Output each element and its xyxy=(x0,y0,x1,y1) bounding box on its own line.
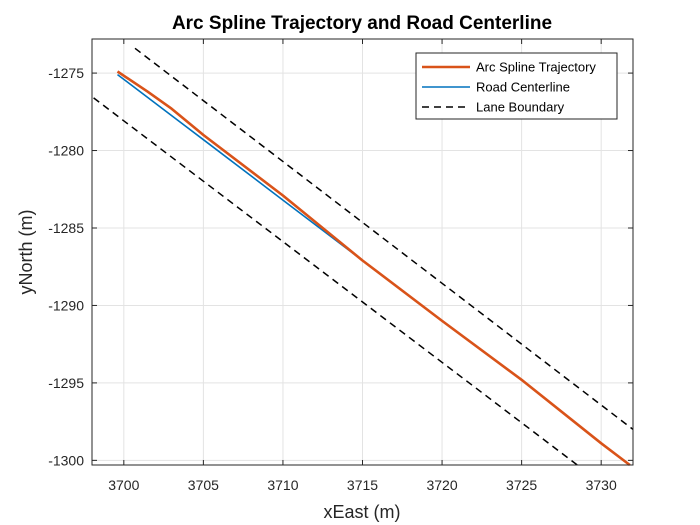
legend-box xyxy=(415,52,618,120)
y-tick-label: -1275 xyxy=(48,65,84,81)
y-tick-label: -1295 xyxy=(48,375,84,391)
legend-label-road-centerline: Road Centerline xyxy=(476,80,570,95)
x-tick-label: 3730 xyxy=(586,477,617,493)
series-line-lane-boundary-2 xyxy=(134,47,634,430)
x-axis-title: xEast (m) xyxy=(323,502,400,522)
series-line-arc-spline-trajectory xyxy=(116,70,631,467)
x-tick-label: 3700 xyxy=(108,477,139,493)
x-tick-label: 3720 xyxy=(426,477,457,493)
x-tick-label: 3715 xyxy=(347,477,378,493)
y-tick-label: -1285 xyxy=(48,220,84,236)
legend: Arc Spline Trajectory Road Centerline La… xyxy=(415,52,618,120)
x-tick-label: 3710 xyxy=(267,477,298,493)
y-tick-label: -1280 xyxy=(48,143,84,159)
x-tick-label: 3725 xyxy=(506,477,537,493)
legend-label-lane-boundary: Lane Boundary xyxy=(476,100,565,115)
x-tick-label: 3705 xyxy=(188,477,219,493)
series-group xyxy=(93,47,634,467)
legend-label-arc-spline: Arc Spline Trajectory xyxy=(476,60,596,75)
y-tick-label: -1300 xyxy=(48,452,84,468)
chart-title: Arc Spline Trajectory and Road Centerlin… xyxy=(172,13,552,34)
y-tick-label: -1290 xyxy=(48,297,84,313)
series-line-lane-boundary xyxy=(93,97,578,466)
y-axis-title: yNorth (m) xyxy=(16,210,36,295)
axis-ticks: 3700 3705 3710 3715 3720 3725 3730 -1275 -1280 -1… xyxy=(48,39,633,493)
